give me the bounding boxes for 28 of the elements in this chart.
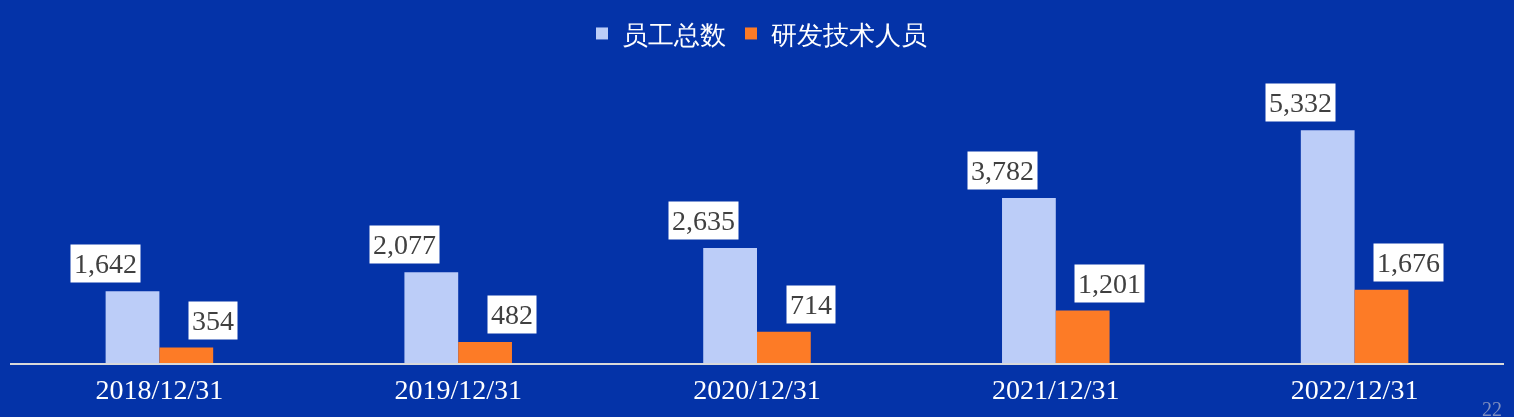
x-tick-label: 2022/12/31 [1290, 373, 1419, 405]
bar [703, 247, 757, 363]
data-label: 482 [491, 299, 533, 330]
bar [458, 341, 512, 363]
data-label: 2,635 [672, 205, 735, 236]
data-label: 354 [192, 305, 234, 336]
data-label: 1,201 [1078, 268, 1141, 299]
data-label: 1,642 [74, 248, 137, 279]
bar [1055, 310, 1110, 363]
data-label: 2,077 [373, 229, 436, 260]
x-tick-label: 2019/12/31 [394, 373, 522, 405]
data-label: 5,332 [1269, 87, 1332, 118]
bar [1354, 289, 1409, 363]
x-tick-label: 2020/12/31 [693, 373, 821, 405]
x-tick-label: 2021/12/31 [992, 373, 1120, 405]
bar [757, 331, 811, 363]
bar [1300, 130, 1355, 363]
text: 22 [1482, 398, 1502, 417]
bar [1002, 197, 1056, 363]
data-label: 3,782 [971, 155, 1034, 186]
x-tick-label: 2018/12/31 [95, 373, 224, 405]
legend-label: 员工总数 [622, 19, 726, 50]
data-label: 714 [790, 289, 832, 320]
bar [159, 347, 214, 363]
data-label: 1,676 [1377, 247, 1440, 278]
legend-label: 研发技术人员 [771, 19, 927, 50]
bar [404, 272, 459, 363]
bar [105, 291, 160, 363]
